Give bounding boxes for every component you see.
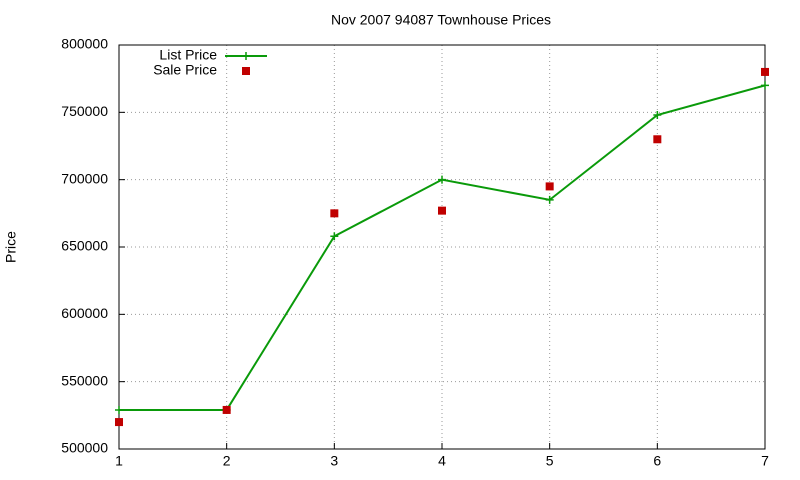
legend-marker: [242, 52, 250, 60]
y-tick-label: 550000: [61, 372, 108, 388]
y-axis-label: Price: [3, 231, 19, 263]
legend-label: Sale Price: [153, 62, 217, 78]
x-tick-label: 5: [546, 453, 554, 469]
x-tick-label: 7: [761, 453, 769, 469]
legend-marker: [242, 67, 250, 75]
y-tick-label: 500000: [61, 440, 108, 456]
point: [438, 206, 446, 215]
y-tick-label: 700000: [61, 170, 108, 186]
y-tick-label: 600000: [61, 305, 108, 321]
y-tick-label: 750000: [61, 103, 108, 119]
point: [115, 405, 123, 414]
point: [222, 405, 231, 414]
point: [761, 81, 769, 90]
point: [653, 135, 662, 144]
x-tick-label: 2: [223, 453, 231, 469]
legend-label: List Price: [159, 47, 217, 63]
point: [438, 175, 446, 184]
y-tick-label: 800000: [61, 36, 108, 52]
chart-title: Nov 2007 94087 Townhouse Prices: [331, 12, 551, 28]
x-tick-label: 6: [653, 453, 661, 469]
x-tick-label: 3: [330, 453, 338, 469]
point: [330, 232, 339, 241]
x-tick-label: 4: [438, 453, 446, 469]
point: [653, 111, 662, 120]
point: [761, 67, 769, 76]
point: [545, 182, 554, 191]
x-tick-label: 1: [115, 453, 123, 469]
point: [330, 209, 339, 218]
y-tick-label: 650000: [61, 238, 108, 254]
point: [545, 195, 554, 204]
plot-border: [118, 44, 766, 450]
point: [115, 418, 123, 427]
